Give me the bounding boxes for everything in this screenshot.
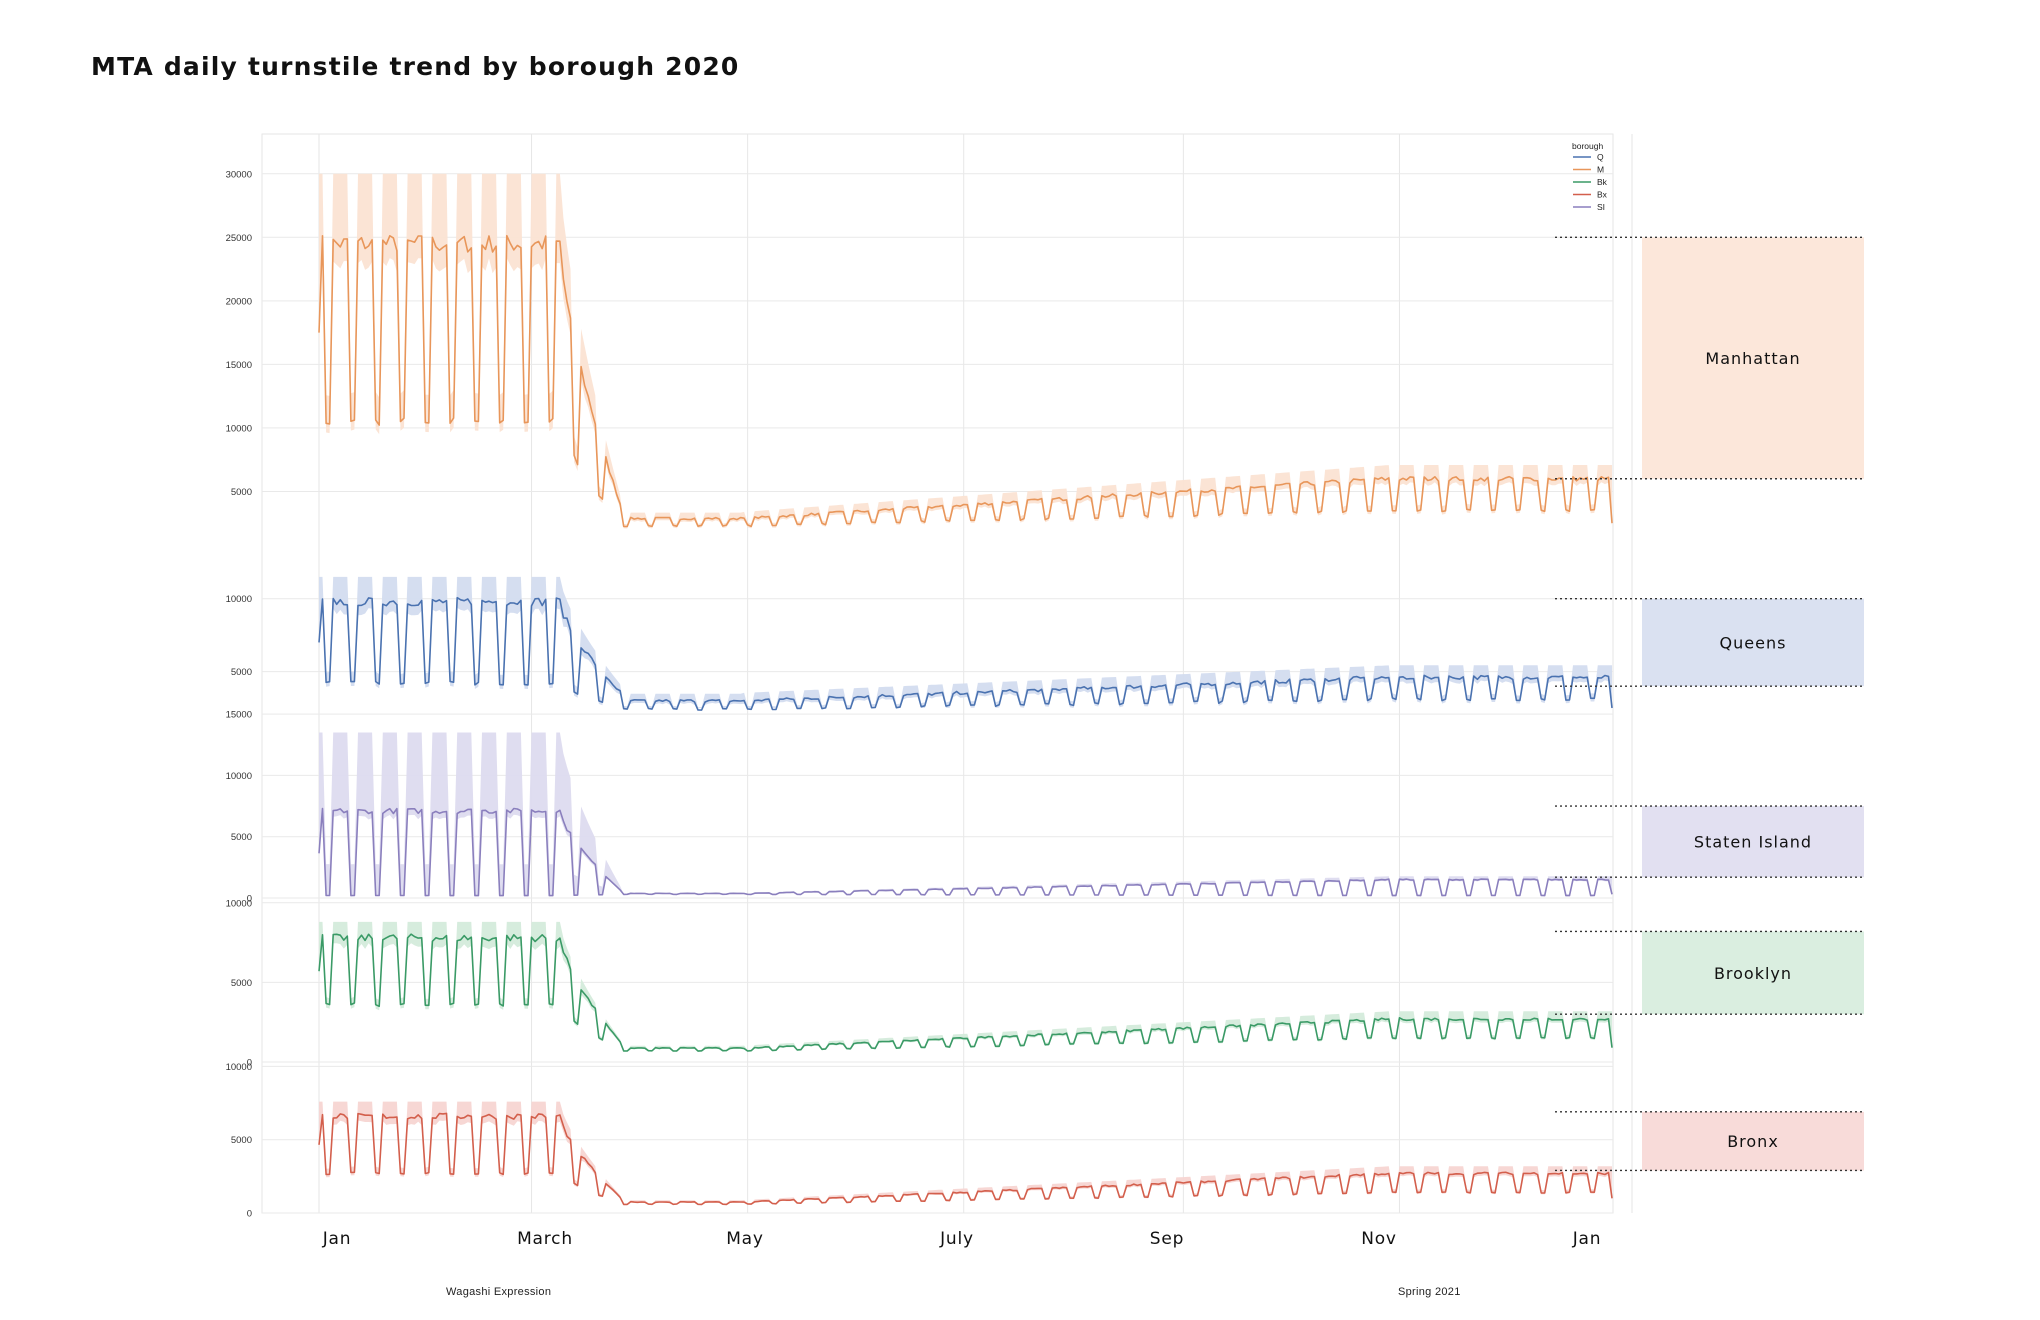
band-Bk <box>319 921 1612 1052</box>
y-tick-label: 15000 <box>226 360 252 371</box>
panel-box-SI <box>1642 806 1864 878</box>
y-tick-label: 20000 <box>226 296 252 307</box>
series-line-Q <box>318 596 1613 711</box>
x-tick-label: Jan <box>322 1229 352 1249</box>
panel-label-Bx: Bronx <box>1727 1132 1779 1151</box>
panel-label-Q: Queens <box>1720 633 1787 652</box>
panel-labels: Manhattan Queens Staten Island Brooklyn Bron… <box>1555 236 1864 1172</box>
y-tick-label: 5000 <box>231 667 252 678</box>
y-tick-label: 5000 <box>231 832 252 843</box>
y-tick-label: 5000 <box>231 1135 252 1146</box>
series-line-Bk <box>318 933 1613 1052</box>
x-tick-label: March <box>517 1229 573 1249</box>
y-tick-label: 30000 <box>226 169 252 180</box>
y-tick-label: 0 <box>247 1209 252 1220</box>
confidence-bands <box>319 173 1612 1205</box>
footer-left-text: Wagashi Expression <box>446 1286 552 1298</box>
panel-box-Q <box>1642 598 1864 687</box>
x-tick-label: Jan <box>1572 1229 1602 1249</box>
grid-layer <box>261 133 1633 1214</box>
x-tick-label: July <box>939 1229 974 1249</box>
axes: 5000100001500020000250003000050001000005… <box>226 169 1602 1249</box>
x-tick-label: May <box>726 1229 764 1249</box>
band-SI <box>319 732 1612 896</box>
y-tick-label: 10000 <box>226 594 252 605</box>
panel-box-Bx <box>1642 1111 1864 1171</box>
y-tick-label: 10000 <box>226 898 252 909</box>
legend-entry-M: M <box>1597 165 1604 175</box>
y-tick-label: 10000 <box>226 1062 252 1073</box>
legend-entry-SI: SI <box>1597 202 1605 212</box>
legend-entry-Bk: Bk <box>1597 177 1608 187</box>
y-tick-label: 15000 <box>226 710 252 721</box>
y-tick-label: 25000 <box>226 233 252 244</box>
legend-entry-Q: Q <box>1597 152 1604 162</box>
y-tick-label: 5000 <box>231 978 252 989</box>
panel-label-SI: Staten Island <box>1694 833 1812 852</box>
x-tick-label: Nov <box>1361 1229 1397 1249</box>
y-tick-label: 0 <box>247 894 252 905</box>
y-tick-label: 5000 <box>231 487 252 498</box>
band-Q <box>319 576 1612 708</box>
series-line-Bx <box>318 1112 1613 1206</box>
series-line-SI <box>318 807 1613 897</box>
band-Bx <box>319 1101 1612 1205</box>
y-tick-label: 10000 <box>226 771 252 782</box>
series-line-M <box>318 234 1613 528</box>
x-tick-label: Sep <box>1150 1229 1184 1249</box>
panel-label-Bk: Brooklyn <box>1714 964 1792 983</box>
y-tick-label: 0 <box>247 1058 252 1069</box>
legend-entry-Bx: Bx <box>1597 190 1608 200</box>
chart-title: MTA daily turnstile trend by borough 202… <box>91 52 740 81</box>
legend-title: borough <box>1572 141 1603 151</box>
panel-box-M <box>1642 237 1864 479</box>
band-M <box>319 173 1612 529</box>
series-lines <box>318 234 1613 1206</box>
panel-box-Bk <box>1642 931 1864 1015</box>
y-tick-label: 10000 <box>226 423 252 434</box>
panel-label-M: Manhattan <box>1705 349 1800 368</box>
footer-right-text: Spring 2021 <box>1398 1286 1461 1298</box>
